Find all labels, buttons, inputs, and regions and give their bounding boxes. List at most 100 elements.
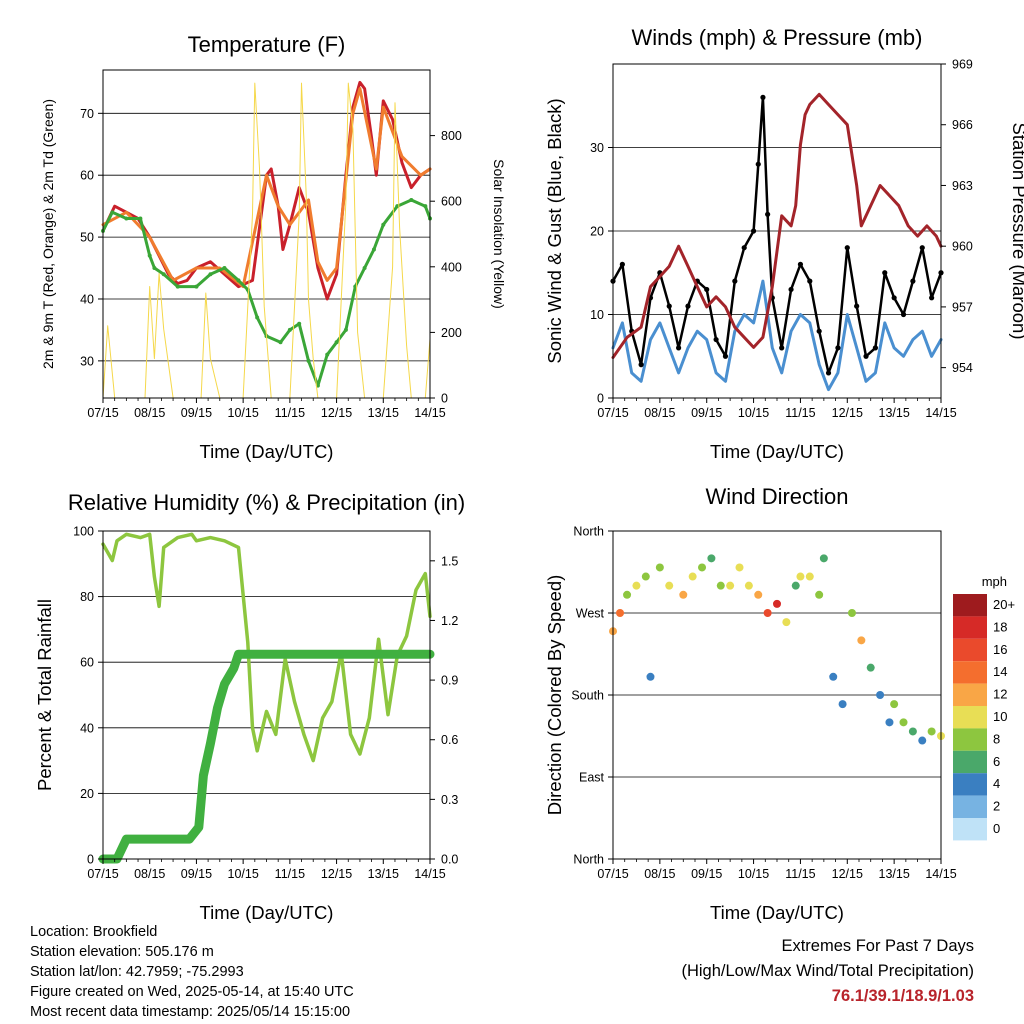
colorbar-label: 18: [993, 619, 1007, 634]
colorbar-swatch: [953, 773, 987, 796]
x-tick-label: 12/15: [321, 406, 352, 420]
dewpoint-point: [287, 327, 292, 332]
direction-point: [679, 590, 688, 599]
y-tick-label: East: [579, 771, 605, 785]
dewpoint-point: [124, 216, 129, 221]
y-axis-label: 2m & 9m T (Red, Orange) & 2m Td (Green): [40, 99, 56, 369]
y-tick-label: 30: [80, 354, 94, 368]
direction-point: [899, 718, 908, 727]
gust-point: [722, 353, 729, 359]
x-tick-label: 08/15: [644, 406, 675, 420]
colorbar-label: 4: [993, 776, 1000, 791]
gust-point: [779, 345, 785, 351]
x-tick-label: 10/15: [228, 867, 259, 881]
gust-point: [825, 370, 832, 376]
y-right-tick-label: 400: [441, 260, 462, 274]
y-right-tick-label: 954: [952, 361, 973, 375]
direction-point: [655, 563, 664, 572]
dewpoint-point: [334, 340, 339, 345]
direction-point: [857, 636, 866, 645]
y-tick-label: 20: [590, 225, 604, 239]
extremes-subtitle: (High/Low/Max Wind/Total Precipitation): [681, 962, 974, 980]
dewpoint-point: [175, 284, 180, 289]
gust-point: [910, 278, 916, 284]
direction-point: [623, 590, 632, 599]
x-tick-label: 11/15: [785, 867, 815, 881]
station-pressure-line: [611, 92, 943, 359]
y-tick-label: 40: [80, 292, 94, 306]
y-right-tick-label: 600: [441, 195, 462, 209]
dewpoint-point: [194, 284, 199, 289]
y-right-tick-label: 963: [952, 179, 973, 193]
direction-point: [707, 554, 716, 563]
direction-point: [847, 609, 856, 617]
dewpoint-point: [138, 216, 143, 221]
direction-point: [688, 572, 697, 581]
y-tick-label: 60: [80, 169, 94, 183]
colorbar-swatch: [953, 706, 987, 729]
y-right-tick-label: 966: [952, 118, 973, 132]
direction-point: [754, 590, 763, 599]
x-tick-label: 13/15: [879, 406, 910, 420]
chart-panel-3: 07/15 08/15 09/15 10/15 11/15 12/15 13/15 14/15…: [34, 490, 465, 923]
gust-point: [765, 211, 771, 217]
colorbar-label: 0: [993, 821, 1000, 836]
y-right-tick-label: 200: [441, 326, 462, 340]
y-right-tick-label: 0.3: [441, 793, 458, 807]
2m-td-line: [101, 198, 432, 388]
y-right-tick-label: 0.6: [441, 733, 458, 747]
y-right-axis-label: Station Pressure (Maroon): [1009, 123, 1024, 340]
direction-point: [716, 581, 725, 590]
direction-point: [866, 663, 875, 672]
y-right-tick-label: 957: [952, 300, 973, 314]
x-tick-label: 14/15: [414, 406, 445, 420]
gust-line: [611, 96, 943, 375]
colorbar-label: 16: [993, 642, 1007, 657]
direction-point: [876, 691, 885, 699]
gust-point: [713, 336, 719, 343]
x-tick-label: 07/15: [597, 406, 628, 420]
direction-point: [805, 572, 814, 581]
y-tick-label: 60: [80, 656, 94, 670]
x-tick-label: 10/15: [738, 867, 769, 881]
direction-point: [819, 554, 828, 563]
direction-point: [616, 609, 625, 617]
gust-point: [797, 261, 804, 267]
gust-point: [891, 295, 897, 301]
colorbar-label: 14: [993, 664, 1007, 679]
direction-point: [665, 581, 674, 590]
y-tick-label: North: [573, 525, 604, 539]
direction-point: [641, 572, 650, 581]
chart-panel-2: 07/15 08/15 09/15 10/15 11/15 12/15 13/15 14/15…: [544, 25, 1024, 462]
y-right-tick-label: 1.2: [441, 614, 458, 628]
direction-point: [908, 727, 917, 736]
direction-point: [918, 736, 927, 745]
gust-point: [732, 278, 738, 284]
colorbar-swatch: [953, 638, 987, 662]
x-tick-label: 08/15: [134, 867, 165, 881]
y-axis-label: Sonic Wind & Gust (Blue, Black): [544, 98, 565, 363]
dewpoint-point: [152, 266, 157, 271]
direction-point: [698, 563, 707, 572]
plot-frame: [102, 530, 431, 860]
extremes-box: Extremes For Past 7 Days (High/Low/Max W…: [681, 934, 974, 1009]
dewpoint-point: [208, 272, 213, 277]
gust-point: [741, 245, 747, 251]
latlon-text: Station lat/lon: 42.7959; -75.2993: [30, 964, 244, 980]
y-right-tick-label: 960: [952, 240, 973, 254]
colorbar-swatch: [953, 750, 987, 774]
dewpoint-point: [343, 327, 348, 332]
colorbar-title: mph: [982, 574, 1007, 589]
extremes-values: 76.1/39.1/18.9/1.03: [831, 987, 974, 1005]
dewpoint-point: [409, 197, 414, 202]
y-right-tick-label: 0: [441, 392, 448, 406]
y-right-tick-label: 0.9: [441, 674, 458, 688]
direction-point: [815, 590, 824, 599]
x-tick-label: 07/15: [597, 867, 628, 881]
station-info: Location: Brookfield Station elevation: …: [30, 922, 354, 1022]
gust-point: [816, 328, 822, 334]
gust-point: [854, 303, 860, 309]
x-tick-label: 11/15: [275, 867, 305, 881]
colorbar-label: 8: [993, 731, 1000, 746]
colorbar-swatch: [953, 818, 987, 841]
